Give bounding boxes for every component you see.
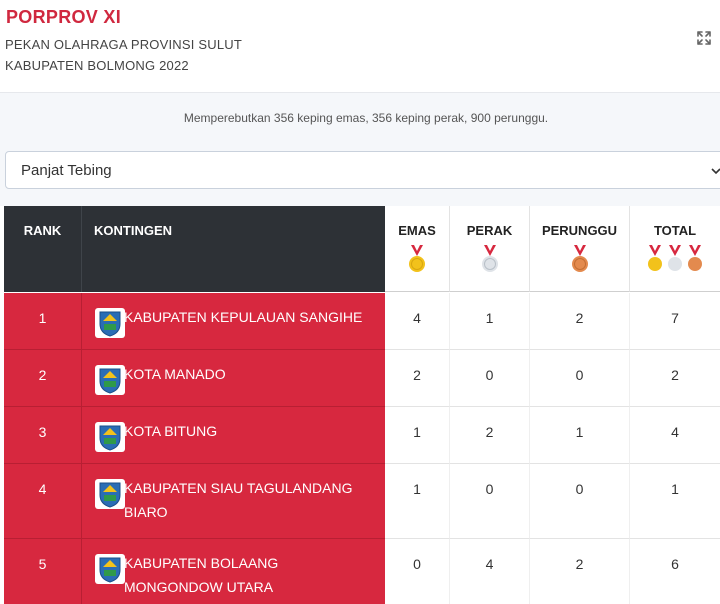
perunggu-count: 0 [530, 464, 630, 539]
total-count: 4 [630, 407, 720, 464]
perunggu-count: 0 [530, 350, 630, 407]
kontingen-name: KOTA BITUNG [124, 423, 218, 439]
regency-emblem-icon [95, 308, 125, 338]
perak-count: 0 [450, 464, 530, 539]
regency-emblem-icon [95, 365, 125, 395]
rank-cell: 5 [4, 539, 82, 604]
perunggu-count: 2 [530, 293, 630, 350]
perunggu-count: 1 [530, 407, 630, 464]
sport-select-value: Panjat Tebing [21, 162, 112, 179]
regency-emblem-icon [95, 479, 125, 509]
perak-count: 4 [450, 539, 530, 604]
col-total[interactable]: TOTAL [630, 206, 720, 292]
col-perunggu-label: PERUNGGU [541, 223, 618, 238]
col-perunggu[interactable]: PERUNGGU [530, 206, 630, 292]
host-subtitle: KABUPATEN BOLMONG 2022 [5, 58, 189, 73]
rank-cell: 3 [4, 407, 82, 464]
table-row[interactable]: 2 KOTA MANADO 2 0 0 2 [4, 350, 720, 407]
gold-medal-icon [385, 244, 449, 274]
perak-count: 0 [450, 350, 530, 407]
rank-cell: 2 [4, 350, 82, 407]
emas-count: 0 [385, 539, 450, 604]
col-perak[interactable]: PERAK [450, 206, 530, 292]
table-row[interactable]: 5 KABUPATEN BOLAANG MONGONDOW UTARA 0 4 2 6 [4, 539, 720, 604]
col-emas[interactable]: EMAS [385, 206, 450, 292]
kontingen-name: KABUPATEN KEPULAUAN SANGIHE [124, 309, 363, 325]
table-header: RANK KONTINGEN EMAS PERAK [4, 206, 720, 292]
total-count: 7 [630, 293, 720, 350]
emas-count: 1 [385, 464, 450, 539]
kontingen-name: KABUPATEN SIAU TAGULANDANG BIARO [124, 480, 353, 520]
medal-table: RANK KONTINGEN EMAS PERAK [4, 206, 720, 604]
silver-medal-icon [450, 244, 529, 274]
rank-cell: 1 [4, 293, 82, 350]
kontingen-name: KOTA MANADO [124, 366, 226, 382]
sport-select[interactable]: Panjat Tebing [5, 151, 720, 189]
event-subtitle: PEKAN OLAHRAGA PROVINSI SULUT [5, 37, 242, 52]
col-rank[interactable]: RANK [4, 206, 82, 292]
chevron-down-icon [711, 168, 720, 175]
perak-count: 2 [450, 407, 530, 464]
all-medals-icon [630, 244, 720, 274]
total-count: 6 [630, 539, 720, 604]
table-row[interactable]: 4 KABUPATEN SIAU TAGULANDANG BIARO 1 0 0 1 [4, 464, 720, 539]
kontingen-name: KABUPATEN BOLAANG MONGONDOW UTARA [124, 555, 279, 595]
kontingen-cell[interactable]: KABUPATEN SIAU TAGULANDANG BIARO [82, 464, 385, 539]
table-row[interactable]: 1 KABUPATEN KEPULAUAN SANGIHE 4 1 2 7 [4, 293, 720, 350]
emas-count: 2 [385, 350, 450, 407]
app-header: PORPROV XI PEKAN OLAHRAGA PROVINSI SULUT… [0, 0, 720, 92]
expand-arrows-icon[interactable] [696, 30, 712, 46]
bronze-medal-icon [530, 244, 629, 274]
col-emas-label: EMAS [398, 223, 436, 238]
kontingen-cell[interactable]: KABUPATEN BOLAANG MONGONDOW UTARA [82, 539, 385, 604]
filter-band: Memperebutkan 356 keping emas, 356 kepin… [0, 92, 720, 206]
kontingen-cell[interactable]: KOTA MANADO [82, 350, 385, 407]
emas-count: 1 [385, 407, 450, 464]
table-row[interactable]: 3 KOTA BITUNG 1 2 1 4 [4, 407, 720, 464]
regency-emblem-icon [95, 422, 125, 452]
total-count: 1 [630, 464, 720, 539]
col-kontingen[interactable]: KONTINGEN [82, 206, 385, 292]
kontingen-cell[interactable]: KABUPATEN KEPULAUAN SANGIHE [82, 293, 385, 350]
emas-count: 4 [385, 293, 450, 350]
perunggu-count: 2 [530, 539, 630, 604]
page-title: PORPROV XI [6, 7, 122, 27]
total-count: 2 [630, 350, 720, 407]
medal-summary-text: Memperebutkan 356 keping emas, 356 kepin… [183, 111, 549, 125]
col-perak-label: PERAK [466, 223, 513, 238]
regency-emblem-icon [95, 554, 125, 584]
perak-count: 1 [450, 293, 530, 350]
col-total-label: TOTAL [653, 223, 697, 238]
rank-cell: 4 [4, 464, 82, 539]
kontingen-cell[interactable]: KOTA BITUNG [82, 407, 385, 464]
